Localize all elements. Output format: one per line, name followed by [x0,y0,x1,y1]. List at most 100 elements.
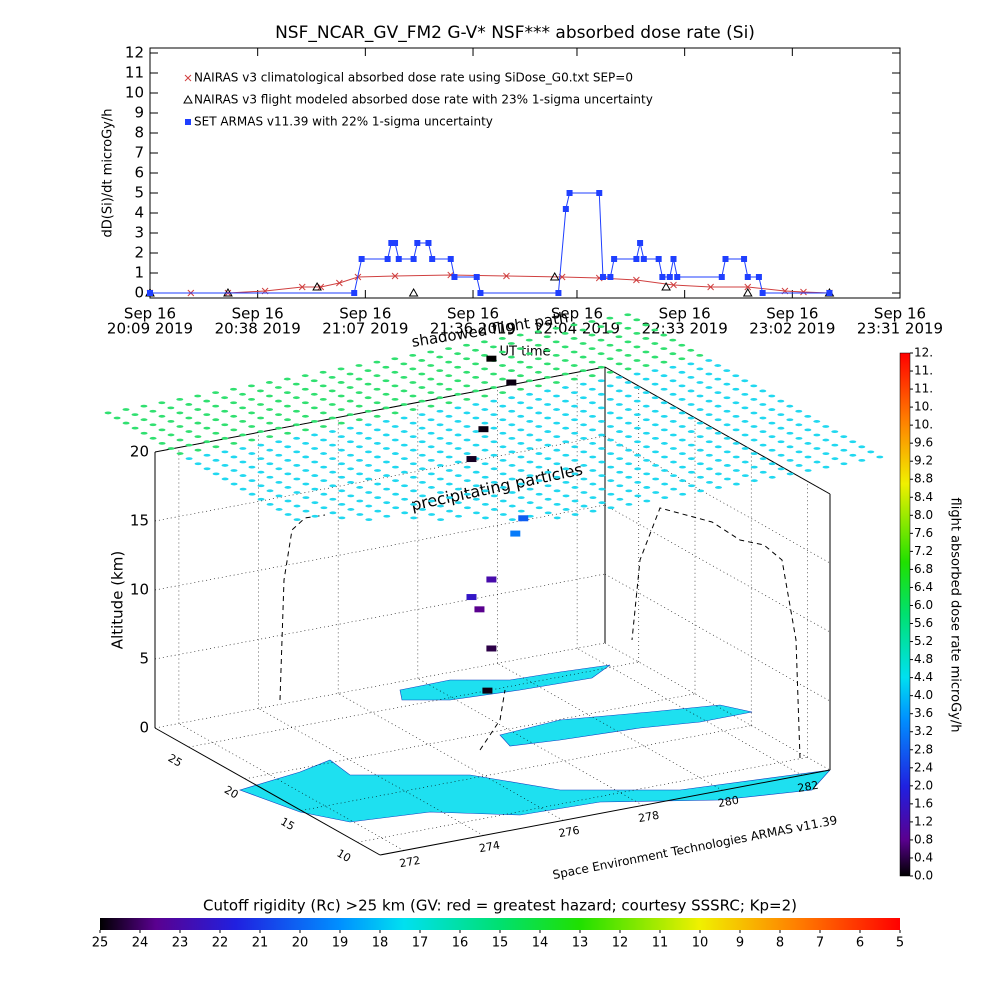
particle-marker [364,409,372,413]
y-tick-label: 4 [134,204,144,222]
particle-marker [391,370,399,374]
particle-marker [759,389,767,393]
particle-marker [714,431,722,435]
particle-marker [230,482,238,486]
particle-marker [831,430,839,433]
particle-marker [356,458,364,462]
particle-marker [364,396,372,400]
particle-marker [481,408,489,411]
particle-marker [516,360,524,364]
particle-marker [122,421,130,425]
data-point [655,256,662,262]
particle-marker [687,430,695,433]
particle-marker [696,421,704,425]
grid-line [154,573,606,660]
particle-marker [517,428,525,432]
particle-marker [391,452,399,455]
lon-tick-label: 278 [637,809,660,825]
particle-marker [822,452,830,456]
flight-point [518,515,529,522]
colorbar-tick-label: 7 [816,936,824,951]
particle-marker [696,448,704,452]
particle-marker [705,386,713,389]
particle-marker [795,464,803,467]
colorbar-tick-label: 12 [612,936,629,951]
particle-marker [589,482,597,486]
particle-marker [642,350,650,354]
particle-marker [741,406,749,410]
particle-marker [633,331,641,335]
data-point [633,276,640,284]
data-point [599,274,606,280]
particle-marker [553,448,561,452]
particle-marker [651,396,659,400]
particle-marker [463,465,471,469]
particle-marker [606,330,614,334]
data-point [391,272,399,280]
colorbar-tick-label: 10. [914,418,933,432]
particle-marker [472,497,480,501]
particle-marker [732,469,740,472]
particle-marker [741,392,749,396]
particle-marker [543,389,551,393]
particle-marker [660,347,668,351]
colorbar-tick-label: 11. [914,382,933,396]
particle-marker [535,411,543,415]
particle-marker [687,348,695,352]
particle-marker [355,391,363,395]
particle-marker [463,411,471,415]
particle-marker [167,419,175,423]
particle-marker [230,428,238,432]
particle-marker [840,462,848,466]
particle-marker [678,343,686,347]
particle-marker [795,436,803,440]
particle-marker [651,382,659,386]
particle-marker [194,448,202,452]
colorbar-tick-label: 10 [692,936,709,951]
particle-marker [499,445,507,449]
particle-marker [544,443,552,447]
particle-marker [365,477,373,481]
particle-marker [714,472,722,476]
particle-marker [804,442,812,445]
particle-marker [158,442,166,445]
particle-marker [499,499,507,503]
particle-marker [678,398,686,401]
particle-marker [534,357,542,361]
particle-marker [230,455,238,459]
particle-marker [517,482,525,486]
particle-marker [544,457,552,461]
x-tick-label: 21:36 2019 [430,320,516,338]
particle-marker [723,423,731,427]
particle-marker [651,342,659,345]
particle-marker [651,328,659,332]
particle-marker [356,472,364,476]
colorbar-tick-label: 20 [292,936,309,951]
particle-marker [383,474,391,477]
particle-marker [589,455,597,459]
particle-marker [490,440,498,444]
colorbar-tick-label: 2.4 [914,760,933,774]
particle-marker [633,399,641,403]
particle-marker [283,377,291,381]
particle-marker [212,418,220,422]
particle-marker [535,479,543,483]
particle-marker [328,375,336,379]
particle-marker [768,408,776,411]
particle-marker [580,504,588,508]
particle-marker [445,360,453,364]
data-point [659,274,666,280]
particle-marker [678,438,686,442]
particle-marker [714,418,722,422]
x-tick-label: Sep 16 [766,305,818,323]
particle-marker [463,370,471,374]
particle-marker [606,425,614,428]
particle-marker [221,436,229,440]
particle-marker [320,479,328,483]
particle-marker [248,465,256,469]
particle-marker [320,465,328,469]
particle-marker [329,511,337,515]
z-axis-label: Altitude (km) [109,551,127,649]
data-point [408,287,419,297]
particle-marker [373,455,381,459]
